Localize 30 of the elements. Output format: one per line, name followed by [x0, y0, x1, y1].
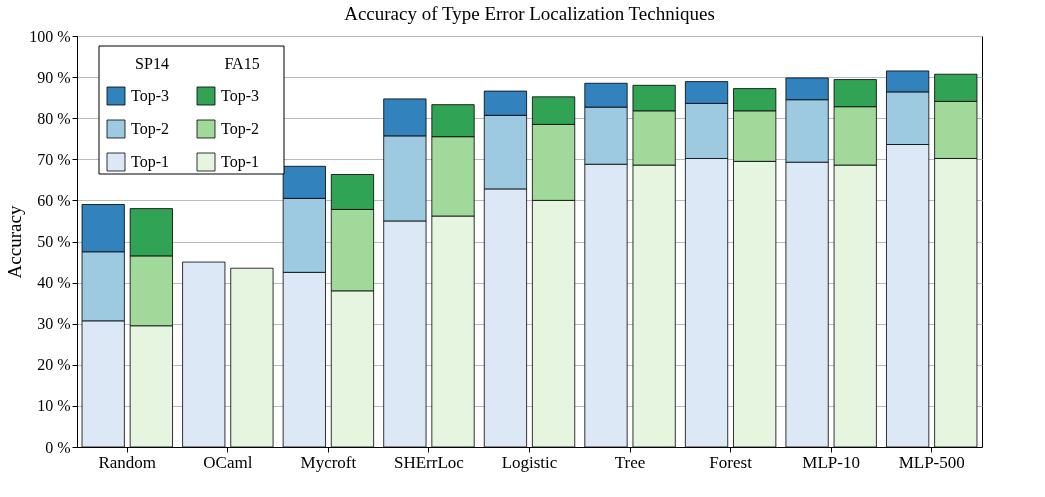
legend-label: Top-2 [131, 120, 169, 138]
legend-label: Top-1 [131, 153, 169, 171]
legend-label: Top-2 [221, 120, 259, 138]
x-tick-label: MLP-10 [802, 452, 860, 472]
y-tick-label: 10 % [37, 397, 71, 415]
y-tick-label: 100 % [29, 27, 71, 45]
x-tick-label: OCaml [203, 452, 253, 472]
x-tick-label: Random [98, 452, 157, 472]
y-axis-title: Accuracy [4, 205, 26, 279]
legend-label: Top-1 [221, 153, 259, 171]
y-tick-label: 30 % [37, 315, 71, 333]
y-tick-label: 50 % [37, 233, 71, 250]
y-tick-label: 80 % [37, 109, 71, 127]
legend-label: Top-3 [221, 87, 259, 105]
x-tick-label: Tree [614, 452, 646, 472]
y-tick-label: 60 % [37, 191, 71, 209]
y-tick-label: 0 % [45, 438, 71, 456]
annotation: SP14 [135, 55, 169, 72]
x-tick-label: SHErrLoc [394, 452, 465, 472]
x-tick-label: Logistic [501, 452, 558, 472]
chart-title: Accuracy of Type Error Localization Techniques [344, 3, 715, 24]
x-tick-label: Mycroft [300, 452, 357, 472]
x-tick-label: Forest [709, 452, 753, 472]
legend-label: Top-3 [131, 87, 169, 105]
y-tick-label: 90 % [37, 68, 71, 86]
y-tick-label: 70 % [37, 150, 71, 168]
y-tick-label: 40 % [37, 274, 71, 292]
x-tick-label: MLP-500 [898, 452, 965, 472]
annotation: FA15 [224, 55, 260, 72]
y-tick-label: 20 % [37, 356, 71, 374]
